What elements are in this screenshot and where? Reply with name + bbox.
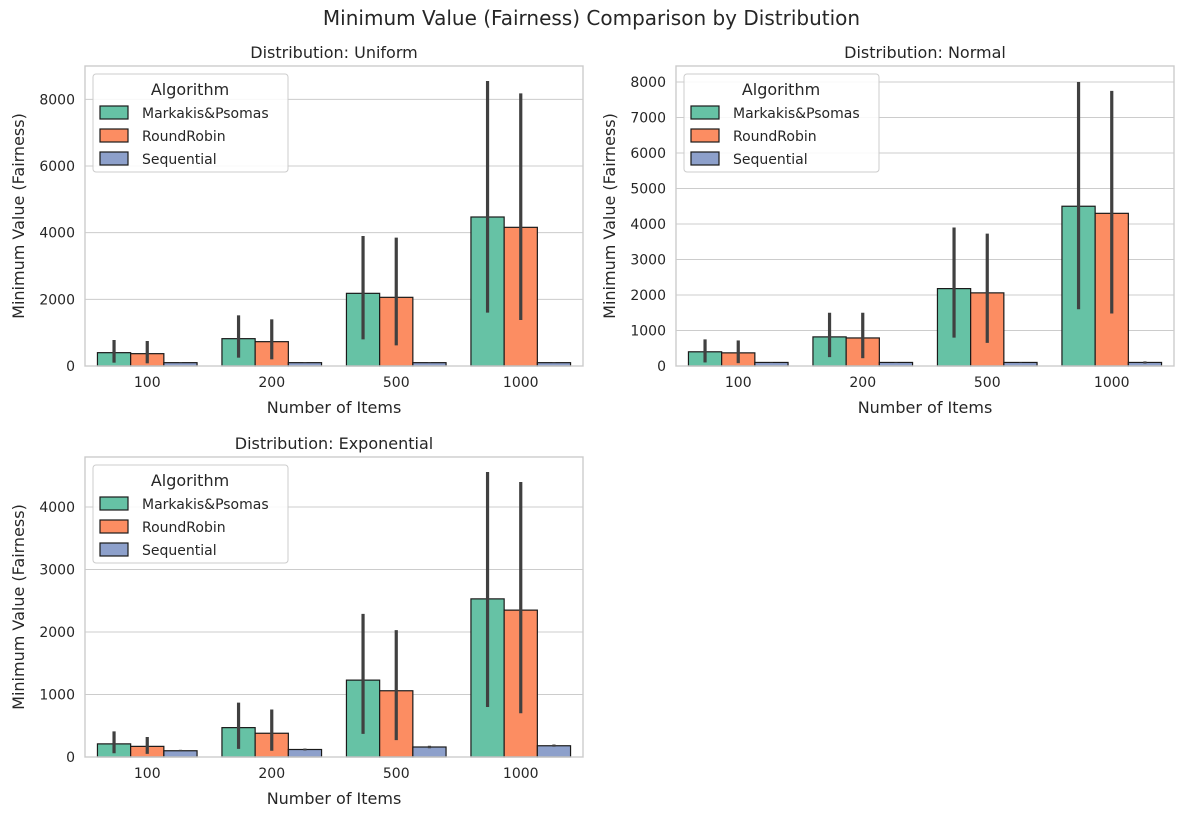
x-tick-label: 200: [849, 375, 876, 391]
y-tick-label: 2000: [39, 292, 75, 308]
bar-sequential-1000: [536, 745, 572, 758]
x-tick-label: 1000: [503, 766, 539, 782]
y-tick-label: 1000: [630, 323, 666, 339]
legend-box: [92, 464, 289, 564]
x-axis-label: Number of Items: [267, 398, 402, 417]
bar-sequential-200: [287, 748, 323, 758]
legend-swatch: [99, 151, 129, 166]
subplot-title: Distribution: Normal: [844, 43, 1006, 62]
subplot-title: Distribution: Exponential: [235, 434, 433, 453]
x-tick-label: 200: [258, 375, 285, 391]
legend-box: [683, 73, 880, 173]
x-tick-label: 200: [258, 766, 285, 782]
legend-label: RoundRobin: [142, 520, 226, 536]
axes-frame: [84, 456, 584, 758]
y-tick-label: 6000: [39, 159, 75, 175]
y-axis-label: Minimum Value (Fairness): [9, 113, 28, 319]
y-tick-label: 3000: [39, 563, 75, 579]
x-tick-label: 500: [383, 766, 410, 782]
y-tick-label: 7000: [630, 110, 666, 126]
x-tick-label: 100: [725, 375, 752, 391]
legend-title: Algorithm: [742, 80, 820, 99]
x-tick-label: 500: [383, 375, 410, 391]
y-tick-label: 8000: [630, 75, 666, 91]
x-tick-label: 1000: [1094, 375, 1130, 391]
y-tick-label: 0: [657, 359, 666, 375]
legend-label: Markakis&Psomas: [142, 106, 269, 122]
legend-title: Algorithm: [151, 471, 229, 490]
subplot-1: 0 2000 4000 6000 8000 100 200 500 1000 Distributi…: [9, 43, 584, 417]
x-tick-label: 1000: [503, 375, 539, 391]
y-tick-label: 1000: [39, 688, 75, 704]
y-tick-label: 0: [66, 359, 75, 375]
y-tick-label: 2000: [630, 288, 666, 304]
bar-sequential-500: [412, 746, 447, 758]
legend-label: Sequential: [142, 543, 217, 559]
legend: Algorithm Markakis&Psomas RoundRobin Sequen…: [92, 73, 289, 173]
y-axis-label: Minimum Value (Fairness): [600, 113, 619, 319]
legend-swatch: [690, 128, 720, 143]
y-tick-label: 5000: [630, 181, 666, 197]
legend-title: Algorithm: [151, 80, 229, 99]
legend-swatch: [99, 542, 129, 557]
legend-label: RoundRobin: [733, 129, 817, 145]
legend-swatch: [99, 519, 129, 534]
y-tick-label: 4000: [39, 226, 75, 242]
legend-box: [92, 73, 289, 173]
legend-label: Markakis&Psomas: [142, 497, 269, 513]
bar-sequential-100: [163, 750, 198, 758]
legend-swatch: [99, 496, 129, 511]
legend-label: RoundRobin: [142, 129, 226, 145]
legend-swatch: [690, 151, 720, 166]
legend-swatch: [99, 128, 129, 143]
y-axis-label: Minimum Value (Fairness): [9, 504, 28, 710]
y-tick-label: 4000: [39, 500, 75, 516]
axes-frame: [84, 65, 584, 367]
subplot-3: 0 1000 2000 3000 4000 100 200 500 1000 Distributi…: [9, 434, 584, 808]
legend: Algorithm Markakis&Psomas RoundRobin Sequen…: [92, 464, 289, 564]
legend-label: Sequential: [733, 152, 808, 168]
figure-title: Minimum Value (Fairness) Comparison by D…: [322, 6, 861, 30]
legend-label: Markakis&Psomas: [733, 106, 860, 122]
x-tick-label: 100: [134, 375, 161, 391]
x-axis-label: Number of Items: [267, 789, 402, 808]
x-tick-label: 500: [974, 375, 1001, 391]
x-axis-label: Number of Items: [858, 398, 993, 417]
legend-swatch: [99, 105, 129, 120]
y-tick-label: 8000: [39, 92, 75, 108]
subplot-2: 0 1000 2000 3000 4000 5000 6000 7000 8000 100 200 5…: [600, 43, 1175, 417]
y-tick-label: 6000: [630, 146, 666, 162]
subplot-title: Distribution: Uniform: [250, 43, 417, 62]
legend: Algorithm Markakis&Psomas RoundRobin Sequen…: [683, 73, 880, 173]
y-tick-label: 3000: [630, 252, 666, 268]
axes-frame: [675, 65, 1175, 367]
legend-label: Sequential: [142, 152, 217, 168]
y-tick-label: 0: [66, 750, 75, 766]
y-tick-label: 2000: [39, 625, 75, 641]
legend-swatch: [690, 105, 720, 120]
x-tick-label: 100: [134, 766, 161, 782]
y-tick-label: 4000: [630, 217, 666, 233]
